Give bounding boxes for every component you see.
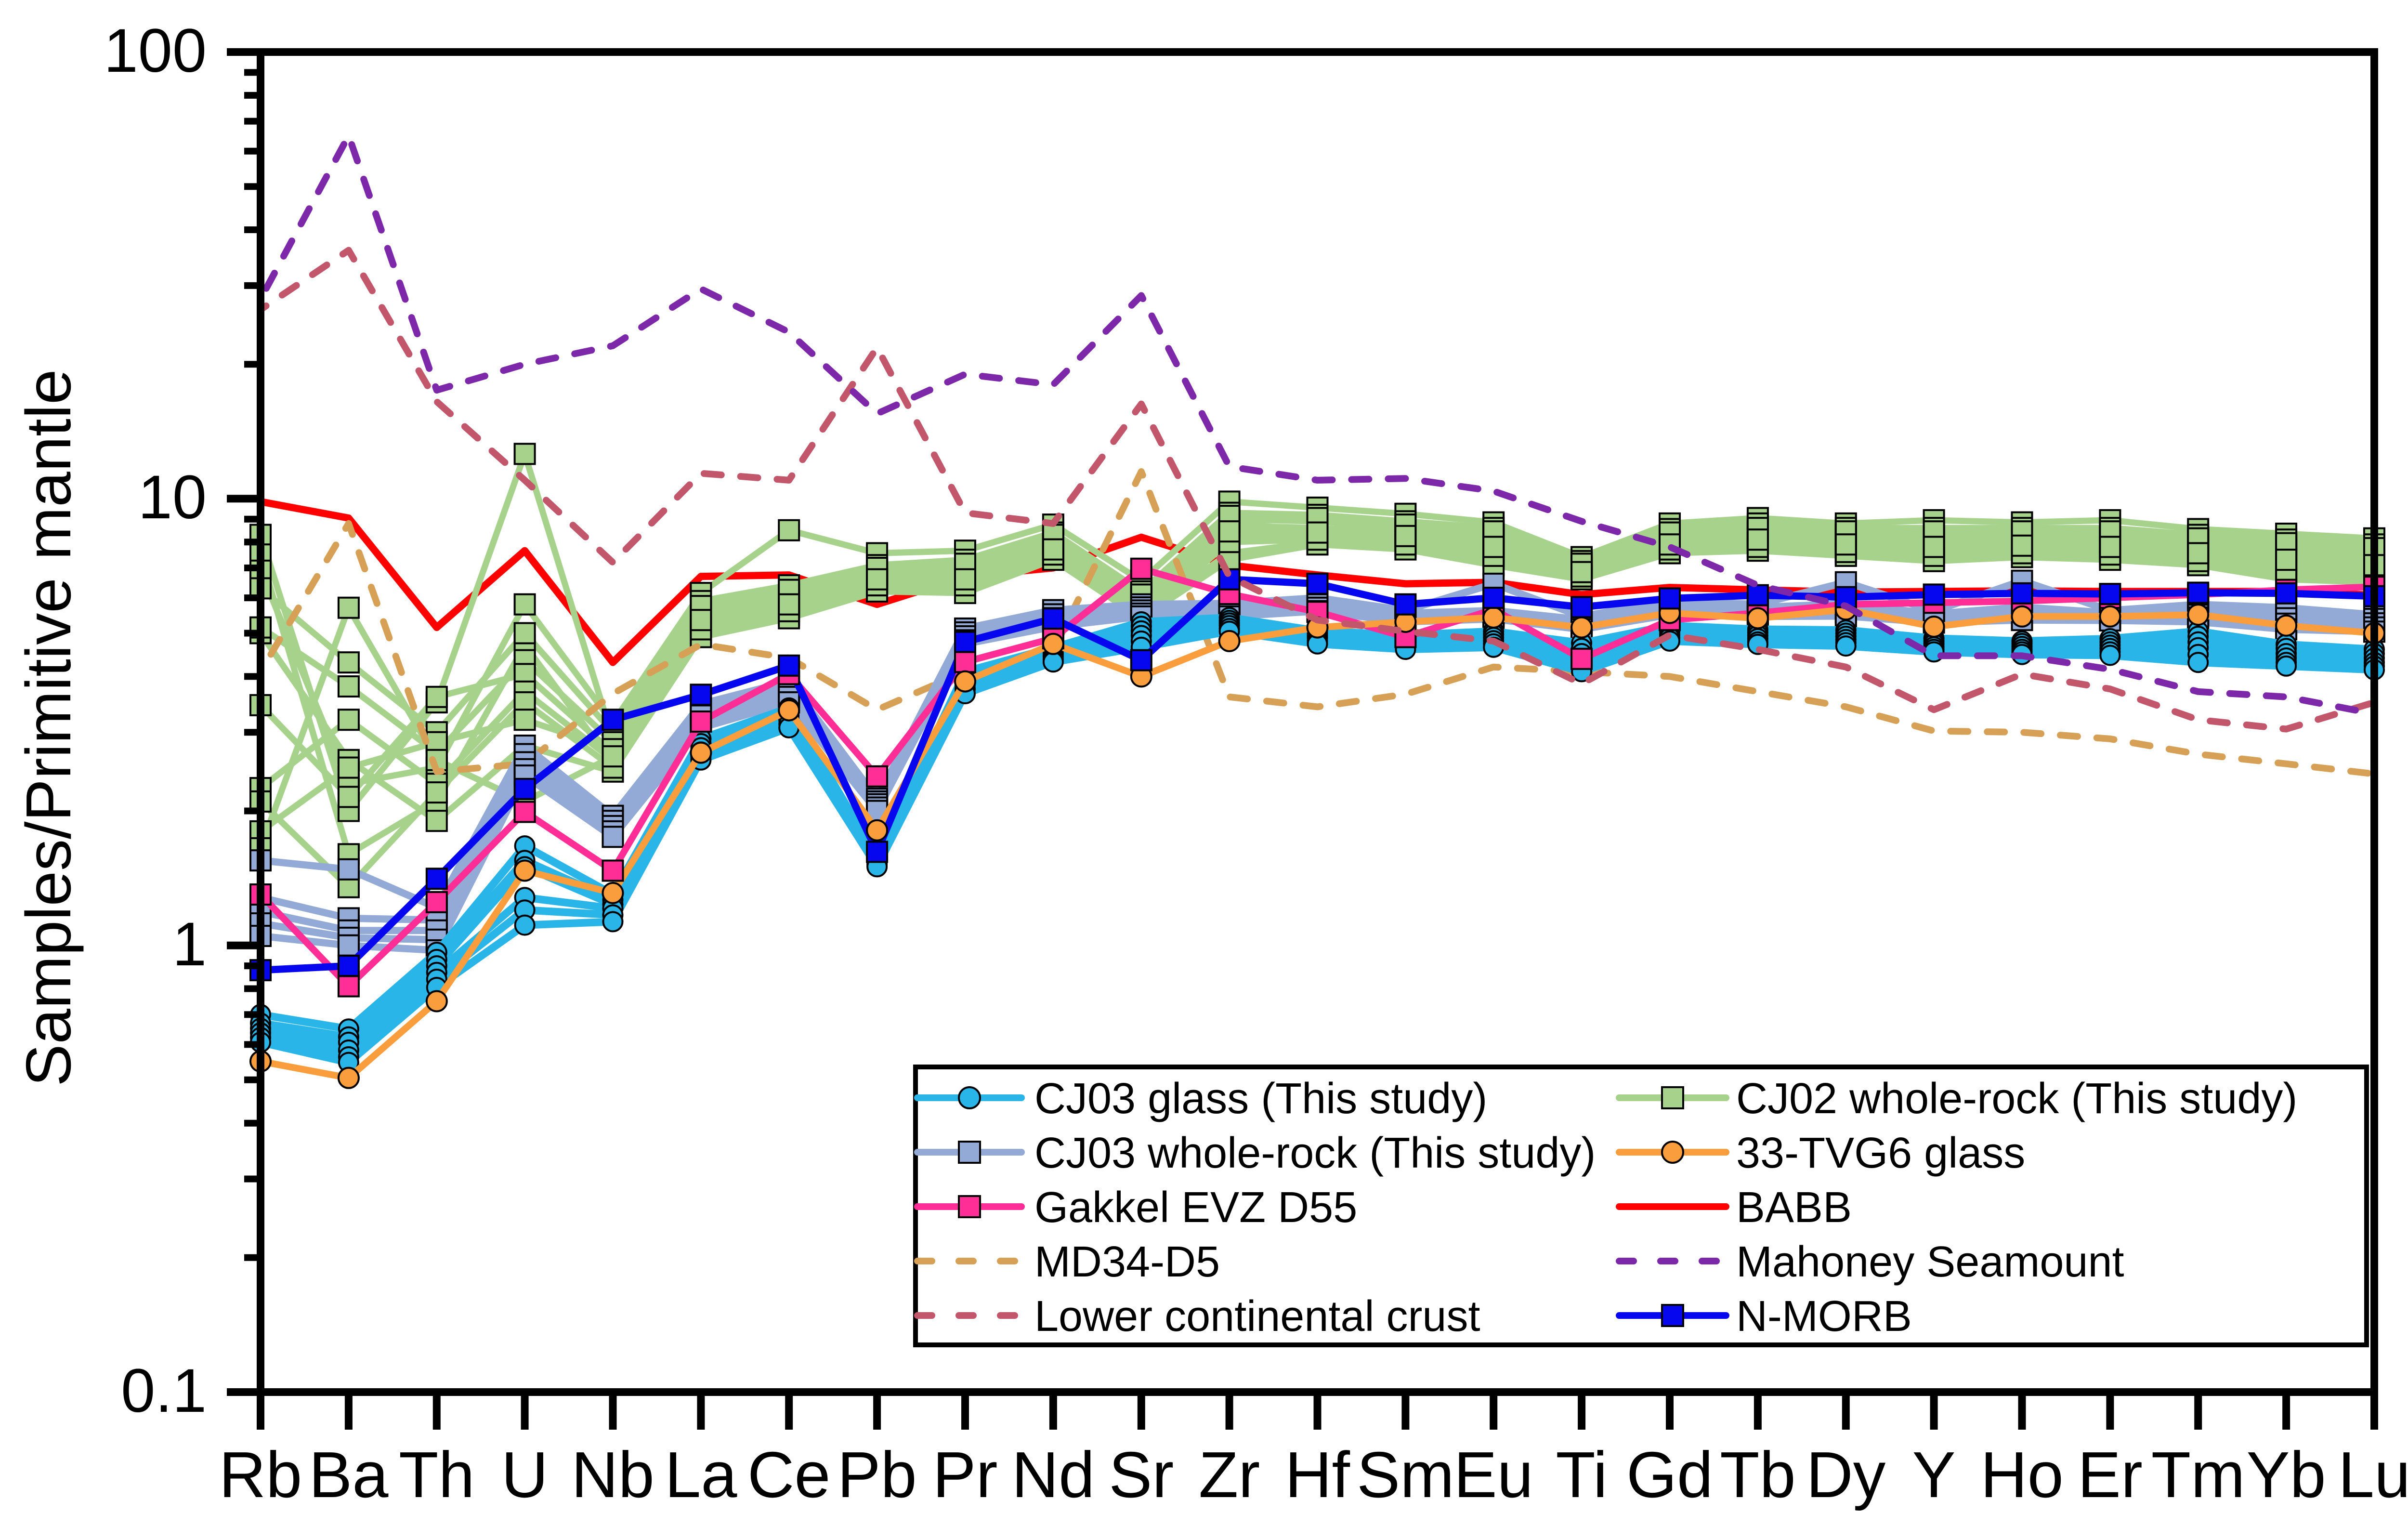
svg-text:Eu: Eu xyxy=(1454,1438,1533,1511)
svg-text:Ce: Ce xyxy=(747,1438,831,1511)
svg-text:Rb: Rb xyxy=(219,1438,302,1511)
svg-text:CJ03 whole-rock (This study): CJ03 whole-rock (This study) xyxy=(1034,1129,1596,1177)
svg-text:Th: Th xyxy=(399,1438,475,1511)
svg-text:Gakkel EVZ D55: Gakkel EVZ D55 xyxy=(1034,1184,1357,1232)
svg-text:Gd: Gd xyxy=(1626,1438,1713,1511)
svg-text:Er: Er xyxy=(2078,1438,2143,1511)
svg-text:MD34-D5: MD34-D5 xyxy=(1034,1238,1220,1286)
svg-text:Dy: Dy xyxy=(1806,1438,1885,1511)
svg-text:Yb: Yb xyxy=(2247,1438,2326,1511)
svg-text:Ti: Ti xyxy=(1556,1438,1607,1511)
svg-text:Mahoney Seamount: Mahoney Seamount xyxy=(1736,1238,2124,1286)
svg-text:Sm: Sm xyxy=(1357,1438,1454,1511)
svg-text:100: 100 xyxy=(104,16,207,85)
svg-text:La: La xyxy=(665,1438,737,1511)
svg-text:Lower continental crust: Lower continental crust xyxy=(1034,1292,1480,1341)
svg-text:Y: Y xyxy=(1912,1438,1956,1511)
svg-text:Zr: Zr xyxy=(1199,1438,1260,1511)
svg-text:CJ03 glass (This study): CJ03 glass (This study) xyxy=(1034,1075,1487,1123)
svg-text:Tm: Tm xyxy=(2151,1438,2245,1511)
svg-text:Tb: Tb xyxy=(1720,1438,1796,1511)
svg-text:CJ02 whole-rock (This study): CJ02 whole-rock (This study) xyxy=(1736,1075,2297,1123)
svg-text:0.1: 0.1 xyxy=(121,1356,207,1425)
svg-text:N-MORB: N-MORB xyxy=(1736,1292,1912,1341)
svg-text:Nb: Nb xyxy=(571,1438,654,1511)
svg-text:Pr: Pr xyxy=(933,1438,998,1511)
svg-text:BABB: BABB xyxy=(1736,1184,1852,1232)
svg-text:1: 1 xyxy=(172,910,207,979)
svg-text:Hf: Hf xyxy=(1285,1438,1350,1511)
svg-text:Lu: Lu xyxy=(2338,1438,2408,1511)
svg-text:Nd: Nd xyxy=(1012,1438,1095,1511)
svg-text:Ho: Ho xyxy=(1980,1438,2064,1511)
svg-text:33-TVG6 glass: 33-TVG6 glass xyxy=(1736,1129,2025,1177)
svg-text:10: 10 xyxy=(138,463,207,532)
svg-text:Pb: Pb xyxy=(838,1438,917,1511)
svg-text:Samples/Primitive mantle: Samples/Primitive mantle xyxy=(13,369,84,1086)
svg-text:Sr: Sr xyxy=(1109,1438,1174,1511)
svg-text:Ba: Ba xyxy=(309,1438,389,1511)
svg-text:U: U xyxy=(501,1438,549,1511)
